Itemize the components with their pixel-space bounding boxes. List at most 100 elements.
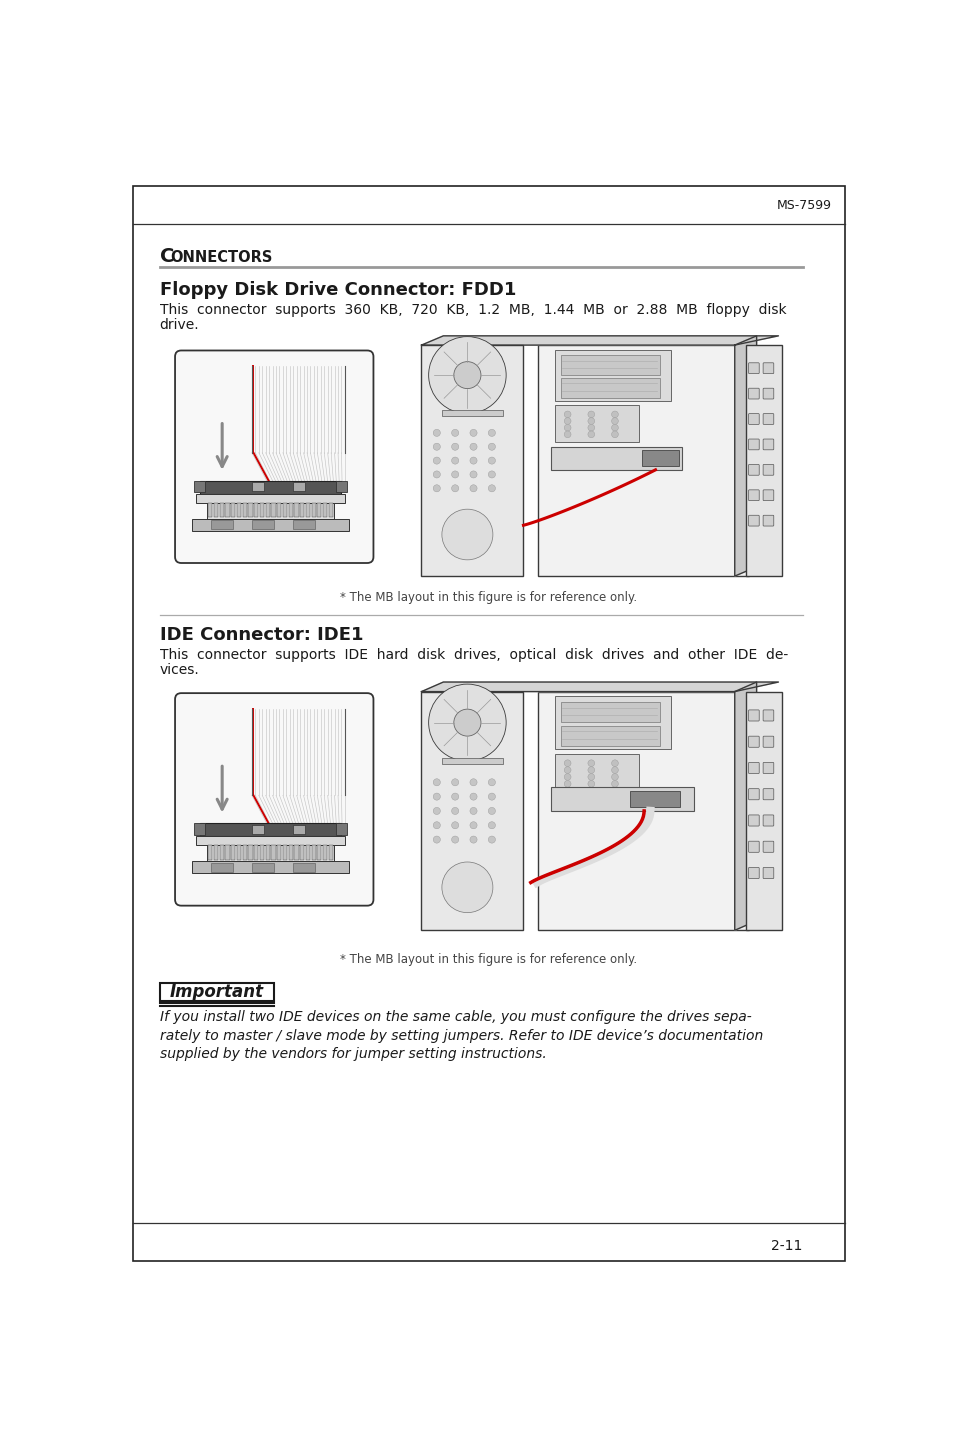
Bar — [276, 503, 281, 517]
Text: IDE Connector: IDE1: IDE Connector: IDE1 — [159, 626, 363, 644]
FancyBboxPatch shape — [762, 464, 773, 475]
Bar — [211, 863, 233, 872]
Circle shape — [470, 442, 476, 450]
Bar — [641, 450, 679, 467]
Circle shape — [451, 457, 458, 464]
FancyBboxPatch shape — [762, 736, 773, 748]
Circle shape — [470, 793, 476, 800]
Text: supplied by the vendors for jumper setting instructions.: supplied by the vendors for jumper setti… — [159, 1047, 546, 1061]
Circle shape — [451, 822, 458, 829]
Circle shape — [563, 411, 571, 418]
Bar — [248, 503, 253, 517]
Circle shape — [611, 766, 618, 773]
Bar — [196, 836, 345, 845]
Circle shape — [611, 411, 618, 418]
Bar — [199, 481, 341, 494]
FancyBboxPatch shape — [762, 440, 773, 450]
FancyBboxPatch shape — [748, 516, 759, 526]
FancyBboxPatch shape — [748, 362, 759, 374]
Circle shape — [433, 471, 440, 478]
Bar — [288, 845, 293, 859]
Bar — [560, 378, 659, 398]
FancyBboxPatch shape — [762, 841, 773, 852]
Bar — [194, 823, 205, 835]
Circle shape — [451, 471, 458, 478]
Bar — [252, 520, 274, 530]
Circle shape — [451, 779, 458, 786]
Text: Important: Important — [170, 982, 264, 1001]
Circle shape — [611, 773, 618, 780]
Bar — [537, 692, 748, 931]
FancyBboxPatch shape — [174, 351, 373, 563]
Bar — [329, 845, 333, 859]
Circle shape — [470, 457, 476, 464]
Bar — [293, 863, 314, 872]
Circle shape — [587, 766, 594, 773]
Bar — [193, 518, 348, 531]
Bar — [317, 845, 321, 859]
Circle shape — [488, 822, 495, 829]
Polygon shape — [421, 682, 778, 692]
Circle shape — [433, 457, 440, 464]
Circle shape — [441, 510, 493, 560]
FancyBboxPatch shape — [762, 362, 773, 374]
Text: This  connector  supports  360  KB,  720  KB,  1.2  MB,  1.44  MB  or  2.88  MB : This connector supports 360 KB, 720 KB, … — [159, 302, 785, 316]
FancyBboxPatch shape — [748, 868, 759, 879]
Circle shape — [563, 780, 571, 788]
Bar — [550, 447, 681, 470]
FancyBboxPatch shape — [748, 789, 759, 800]
Circle shape — [470, 822, 476, 829]
FancyBboxPatch shape — [762, 490, 773, 501]
Circle shape — [587, 773, 594, 780]
Bar — [288, 503, 293, 517]
Bar — [253, 503, 258, 517]
Text: Floppy Disk Drive Connector: FDD1: Floppy Disk Drive Connector: FDD1 — [159, 281, 516, 299]
Bar — [323, 503, 327, 517]
Circle shape — [563, 431, 571, 438]
Bar — [441, 759, 502, 765]
Text: * The MB layout in this figure is for reference only.: * The MB layout in this figure is for re… — [340, 954, 637, 967]
Circle shape — [563, 773, 571, 780]
Circle shape — [587, 411, 594, 418]
Text: drive.: drive. — [159, 318, 199, 332]
FancyBboxPatch shape — [748, 464, 759, 475]
Text: rately to master / slave mode by setting jumpers. Refer to IDE device’s document: rately to master / slave mode by setting… — [159, 1028, 762, 1042]
Bar — [441, 410, 502, 415]
Circle shape — [611, 418, 618, 424]
FancyBboxPatch shape — [748, 414, 759, 424]
FancyBboxPatch shape — [748, 762, 759, 773]
Bar — [213, 503, 218, 517]
Circle shape — [587, 424, 594, 431]
Bar — [193, 862, 348, 874]
Circle shape — [488, 836, 495, 843]
Bar — [252, 483, 264, 491]
Bar — [211, 520, 233, 530]
Bar — [335, 481, 347, 493]
Circle shape — [428, 337, 506, 414]
Bar — [208, 845, 212, 859]
Bar — [629, 790, 679, 808]
Circle shape — [563, 424, 571, 431]
Bar — [259, 845, 264, 859]
FancyBboxPatch shape — [748, 490, 759, 501]
Circle shape — [587, 418, 594, 424]
FancyBboxPatch shape — [762, 868, 773, 879]
Circle shape — [451, 793, 458, 800]
Bar — [194, 481, 205, 493]
Circle shape — [433, 822, 440, 829]
Circle shape — [488, 485, 495, 491]
Text: MS-7599: MS-7599 — [777, 199, 831, 212]
Circle shape — [470, 430, 476, 437]
Circle shape — [563, 760, 571, 766]
Bar — [317, 503, 321, 517]
Text: If you install two IDE devices on the same cable, you must configure the drives : If you install two IDE devices on the sa… — [159, 1011, 751, 1024]
Circle shape — [488, 808, 495, 815]
Circle shape — [587, 780, 594, 788]
Bar — [208, 503, 212, 517]
Bar — [242, 845, 247, 859]
Bar — [294, 845, 298, 859]
Circle shape — [451, 442, 458, 450]
Bar — [276, 845, 281, 859]
Bar — [196, 494, 345, 503]
Bar — [213, 845, 218, 859]
